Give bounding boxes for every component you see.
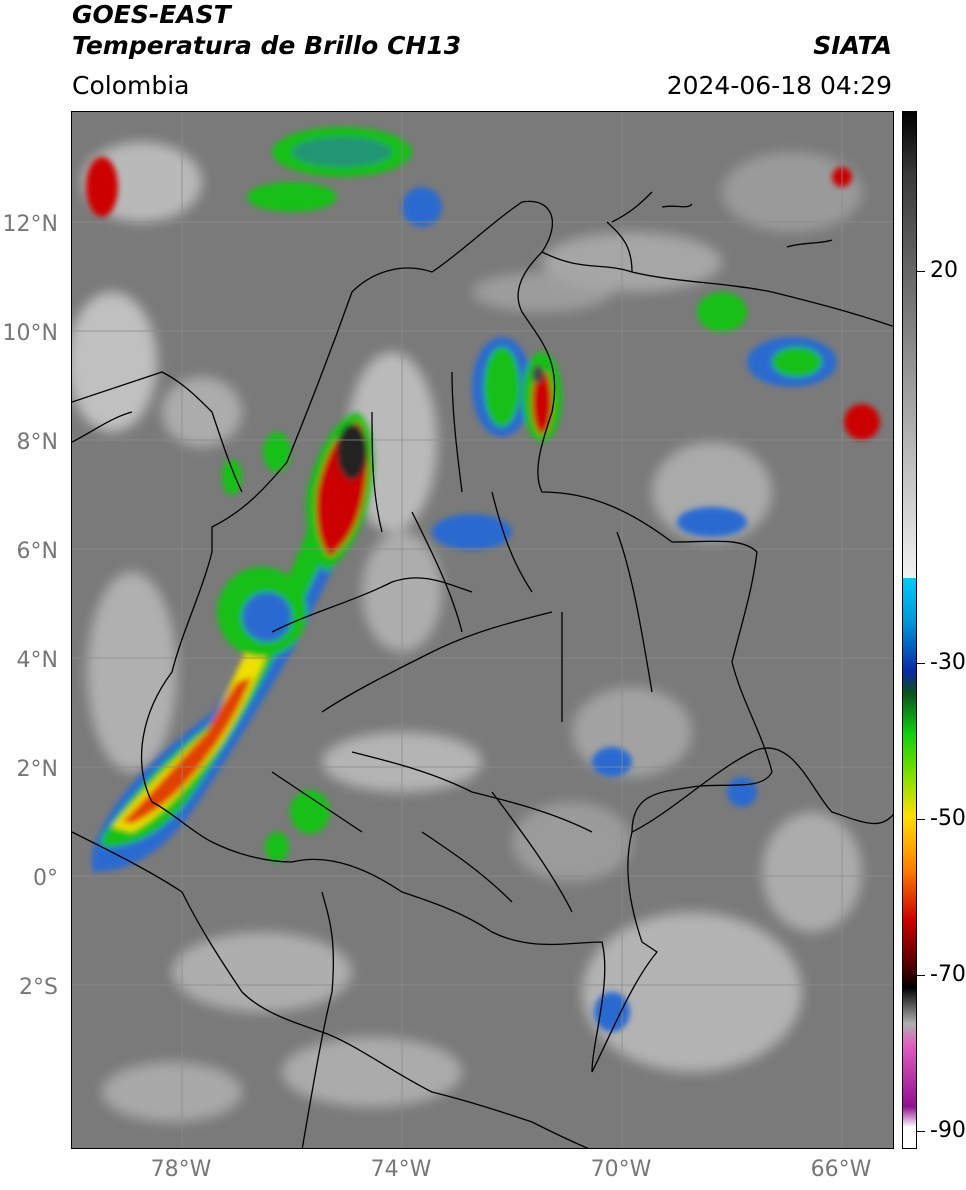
colorbar-label-neg90: -90 [930, 1118, 966, 1143]
country-borders [72, 191, 893, 1148]
lon-label-78w: 78°W [150, 1157, 212, 1182]
cloud-texture [72, 142, 862, 1122]
colorbar-label-neg30: -30 [930, 650, 966, 675]
colorbar-label-neg70: -70 [930, 962, 966, 987]
lat-label-0: 0° [33, 866, 58, 891]
colorbar-tick-neg70 [917, 975, 925, 976]
graticule [72, 112, 893, 1148]
lat-label-10n: 10°N [2, 321, 58, 346]
cold-cloud-tops [86, 127, 880, 1032]
lat-label-2s: 2°S [19, 975, 58, 1000]
colorbar-tick-20 [917, 271, 925, 272]
timestamp-label: 2024-06-18 04:29 [666, 71, 892, 100]
lon-label-70w: 70°W [590, 1157, 652, 1182]
temperature-colorbar [902, 111, 917, 1149]
satellite-title: GOES-EAST [72, 0, 231, 29]
lat-label-8n: 8°N [16, 430, 58, 455]
colorbar-tick-neg30 [917, 663, 925, 664]
lon-label-66w: 66°W [810, 1157, 872, 1182]
lat-label-4n: 4°N [16, 648, 58, 673]
lon-label-74w: 74°W [370, 1157, 432, 1182]
colorbar-tick-neg90 [917, 1131, 925, 1132]
lat-label-12n: 12°N [2, 212, 58, 237]
product-title: Temperatura de Brillo CH13 [72, 31, 462, 60]
colorbar-label-neg50: -50 [930, 806, 966, 831]
lat-label-6n: 6°N [16, 539, 58, 564]
lat-label-2n: 2°N [16, 757, 58, 782]
region-label: Colombia [72, 71, 190, 100]
colorbar-label-20: 20 [930, 258, 958, 283]
satellite-map [71, 111, 894, 1149]
organization-label: SIATA [813, 31, 892, 60]
colorbar-tick-neg50 [917, 819, 925, 820]
